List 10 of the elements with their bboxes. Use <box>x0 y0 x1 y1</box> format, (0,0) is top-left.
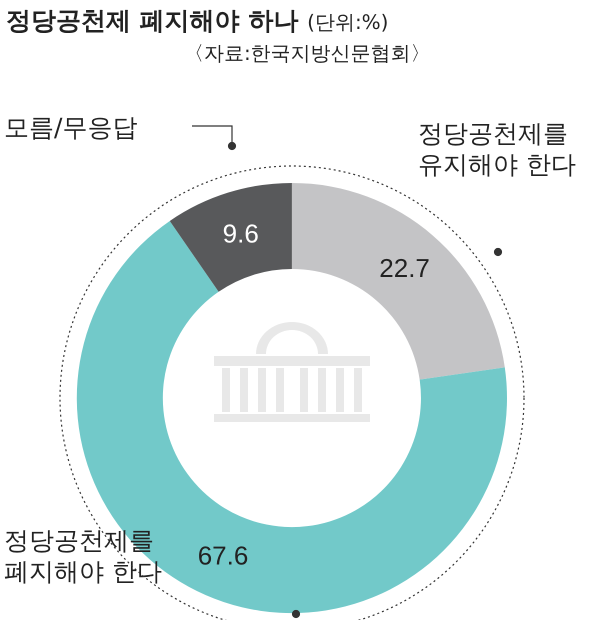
data-label: 67.6 <box>198 540 248 571</box>
donut-slice <box>170 182 292 292</box>
data-label: 9.6 <box>222 218 259 249</box>
slice-label: 정당공천제를 유지해야 한다 <box>418 118 577 180</box>
data-label: 22.7 <box>379 252 430 283</box>
chart-title: 정당공천제 폐지해야 하나 <box>6 6 298 35</box>
donut-slice <box>292 182 505 380</box>
slice-label: 모름/무응답 <box>4 112 138 144</box>
chart-subtitle: (단위:%) <box>307 10 388 34</box>
text: 〈자료:한국지방신문협회〉 <box>184 40 431 67</box>
